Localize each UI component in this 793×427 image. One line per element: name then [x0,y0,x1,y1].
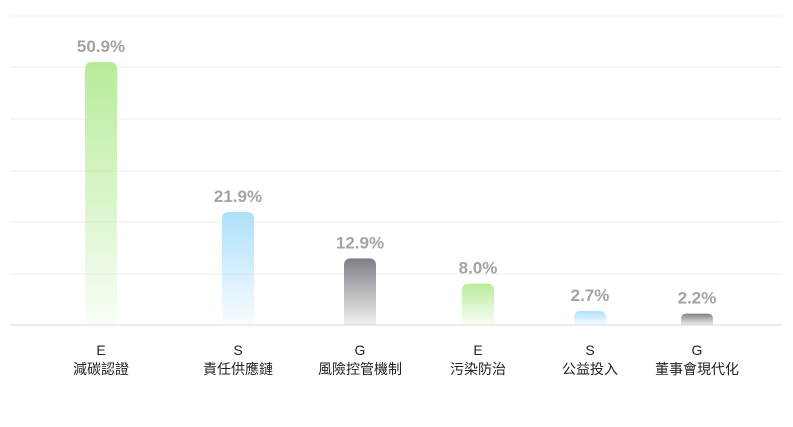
bar-4 [462,283,494,325]
category-pillar-label-1: E [96,342,105,358]
value-label-1: 50.9% [77,37,125,56]
bar-3 [344,258,376,325]
category-name-label-2: 責任供應鏈 [203,361,273,378]
category-layer: E 減碳認證 S 責任供應鏈 G 風險控管機制 E 污染防治 S 公益投入 G 董事會現代化 [73,342,739,378]
value-label-2: 21.9% [214,187,262,206]
value-label-6: 2.2% [678,289,717,308]
category-pillar-label-5: S [585,342,594,358]
value-label-4: 8.0% [459,259,498,278]
category-name-label-1: 減碳認證 [73,361,129,378]
category-name-label-6: 董事會現代化 [655,362,739,378]
value-label-3: 12.9% [336,233,384,252]
category-pillar-label-6: G [692,342,703,358]
labels-layer: 50.9% 21.9% 12.9% 8.0% 2.7% 2.2% [77,37,716,308]
bar-6 [681,313,713,325]
value-label-5: 2.7% [571,286,610,305]
category-pillar-label-2: S [233,342,242,358]
grid-layer [10,15,782,326]
category-pillar-label-4: E [473,342,482,358]
bars-layer [85,62,713,325]
category-name-label-5: 公益投入 [562,362,618,378]
category-pillar-label-3: G [355,342,366,358]
bar-1 [85,62,117,325]
category-name-label-3: 風險控管機制 [318,362,402,378]
bar-5 [574,311,606,325]
category-name-label-4: 污染防治 [450,362,506,378]
bar-2 [222,211,254,325]
